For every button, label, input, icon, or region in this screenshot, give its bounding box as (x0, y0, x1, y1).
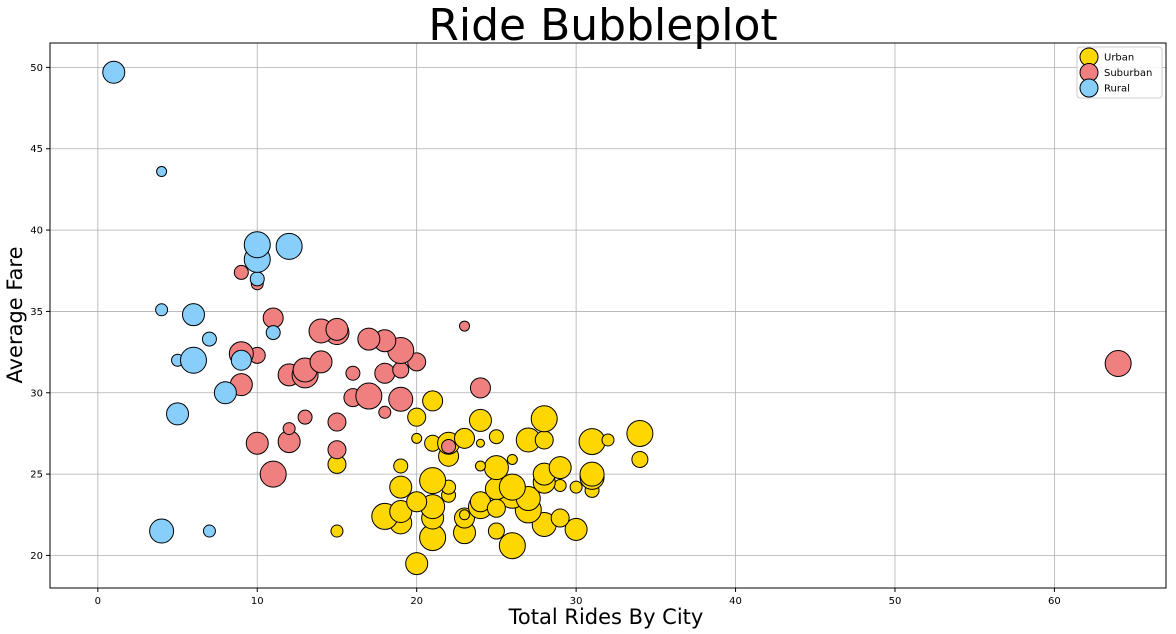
suburban-bubble (327, 440, 347, 460)
y-tick-label: 20 (30, 551, 43, 562)
urban-bubble (393, 458, 409, 474)
plot-frame (49, 42, 1167, 589)
urban-bubble (506, 453, 518, 465)
y-tick-label: 45 (30, 144, 43, 155)
x-tick-label: 0 (95, 596, 101, 607)
urban-bubble (405, 552, 429, 576)
legend-box (1076, 46, 1163, 99)
x-tick-label: 20 (410, 596, 423, 607)
rural-bubble (275, 232, 303, 260)
urban-bubble (406, 491, 428, 513)
legend-label-urban: Urban (1104, 53, 1134, 64)
rural-bubble (265, 325, 281, 341)
urban-bubble (474, 460, 486, 472)
legend-label-suburban: Suburban (1104, 68, 1152, 79)
y-tick-label: 40 (30, 226, 43, 237)
suburban-bubble (1104, 349, 1132, 377)
rural-bubble (149, 518, 175, 544)
suburban-bubble (297, 409, 313, 425)
urban-bubble (553, 479, 567, 493)
bubbles (102, 60, 1132, 576)
axis-ticks: 0 10 20 30 40 50 60 20 25 30 35 40 45 50 (30, 63, 1061, 607)
x-tick-label: 40 (729, 596, 742, 607)
suburban-bubble (459, 320, 471, 332)
rural-bubble (201, 331, 217, 347)
suburban-bubble (378, 405, 392, 419)
suburban-bubble (282, 422, 296, 436)
urban-bubble (407, 407, 427, 427)
urban-bubble (475, 438, 485, 448)
suburban-bubble (355, 382, 383, 410)
legend-label-rural: Rural (1104, 84, 1130, 95)
suburban-bubble (325, 317, 349, 341)
y-tick-label: 30 (30, 388, 43, 399)
urban-bubble (483, 455, 509, 481)
y-axis-label: Average Fare (3, 246, 27, 383)
urban-bubble (498, 473, 526, 501)
x-tick-label: 10 (251, 596, 264, 607)
urban-bubble (498, 532, 526, 560)
x-tick-label: 30 (570, 596, 583, 607)
urban-bubble (459, 509, 471, 521)
rural-bubble (179, 346, 207, 374)
urban-bubble (389, 500, 413, 524)
rural-bubble (102, 60, 126, 84)
y-tick-label: 35 (30, 307, 43, 318)
suburban-bubble (327, 412, 347, 432)
rural-bubble (243, 231, 271, 259)
suburban-bubble (245, 431, 269, 455)
rural-bubble (155, 303, 169, 317)
suburban-bubble (259, 460, 287, 488)
urban-bubble (548, 456, 572, 480)
x-axis-label: Total Rides By City (508, 605, 704, 629)
urban-bubble (601, 433, 615, 447)
rural-bubble (166, 402, 190, 426)
rural-bubble (249, 271, 265, 287)
x-tick-label: 60 (1048, 596, 1061, 607)
rural-bubble (181, 303, 205, 327)
urban-bubble (534, 430, 554, 450)
urban-bubble (411, 432, 423, 444)
suburban-bubble (441, 438, 457, 454)
urban-bubble (579, 461, 605, 487)
grid (50, 43, 1166, 588)
y-tick-label: 25 (30, 470, 43, 481)
urban-bubble (419, 467, 447, 495)
urban-bubble (578, 428, 606, 456)
legend-marker-rural (1079, 78, 1099, 98)
urban-bubble (330, 524, 344, 538)
legend: Urban Suburban Rural (1076, 46, 1163, 99)
urban-bubble (631, 450, 649, 468)
rural-bubble (202, 524, 216, 538)
urban-bubble (454, 427, 476, 449)
y-tick-label: 50 (30, 63, 43, 74)
urban-bubble (626, 419, 654, 447)
urban-bubble (488, 429, 504, 445)
suburban-bubble (345, 365, 361, 381)
suburban-bubble (469, 377, 491, 399)
rural-bubble (230, 349, 252, 371)
urban-bubble (486, 498, 506, 518)
urban-bubble (564, 517, 588, 541)
suburban-bubble (262, 307, 284, 329)
urban-bubble (487, 522, 505, 540)
urban-bubble (530, 405, 558, 433)
suburban-bubble (309, 350, 333, 374)
urban-bubble (422, 390, 444, 412)
urban-bubble (389, 475, 413, 499)
suburban-bubble (233, 264, 249, 280)
rural-bubble (213, 381, 237, 405)
suburban-bubble (357, 327, 381, 351)
rural-bubble (156, 166, 168, 178)
suburban-bubble (388, 386, 414, 412)
urban-bubble (569, 480, 583, 494)
suburban-bubble (392, 361, 410, 379)
urban-bubble (468, 408, 492, 432)
suburban-bubble (374, 362, 396, 384)
x-tick-label: 50 (889, 596, 902, 607)
urban-bubble (550, 508, 570, 528)
